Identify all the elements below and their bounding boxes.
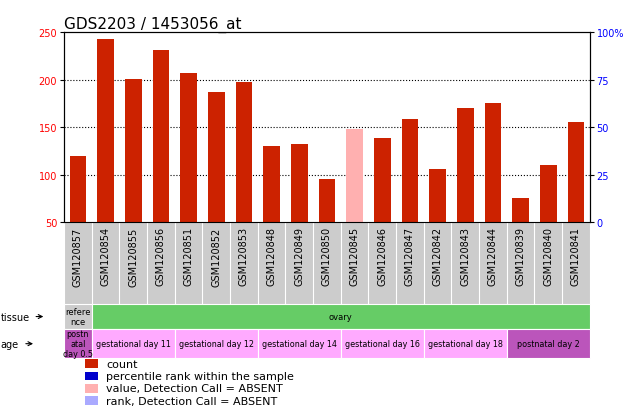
Bar [457,109,474,223]
Bar [64,304,92,330]
Bar [70,156,87,223]
Text: GSM120852: GSM120852 [212,227,221,286]
Text: GSM120843: GSM120843 [460,227,470,285]
Bar [92,330,175,358]
Bar [258,330,341,358]
Bar [85,372,98,380]
Text: percentile rank within the sample: percentile rank within the sample [106,371,294,381]
Bar [175,330,258,358]
Bar [346,130,363,223]
Bar [402,119,418,223]
Bar [319,180,335,223]
Text: GSM120855: GSM120855 [128,227,138,286]
Text: GSM120840: GSM120840 [543,227,553,285]
Bar [485,104,501,223]
Text: GSM120845: GSM120845 [349,227,360,286]
Text: postnatal day 2: postnatal day 2 [517,339,579,348]
Bar [236,82,252,223]
Text: gestational day 11: gestational day 11 [96,339,171,348]
Bar [125,79,142,223]
Bar [97,40,114,223]
Bar [85,396,98,405]
Text: GSM120846: GSM120846 [378,227,387,285]
Text: GSM120857: GSM120857 [73,227,83,286]
Bar [512,199,529,223]
Text: GSM120854: GSM120854 [101,227,111,286]
Text: ovary: ovary [329,312,353,321]
Text: GSM120856: GSM120856 [156,227,166,286]
Bar [429,170,446,223]
Bar [341,330,424,358]
Text: GSM120851: GSM120851 [183,227,194,286]
Text: gestational day 14: gestational day 14 [262,339,337,348]
Bar [540,166,556,223]
Text: rank, Detection Call = ABSENT: rank, Detection Call = ABSENT [106,396,278,406]
Bar [567,123,584,223]
Text: GSM120844: GSM120844 [488,227,498,285]
Text: GSM120847: GSM120847 [405,227,415,286]
Text: gestational day 16: gestational day 16 [345,339,420,348]
Bar [507,330,590,358]
Text: gestational day 12: gestational day 12 [179,339,254,348]
Bar [424,330,507,358]
Text: GSM120850: GSM120850 [322,227,332,286]
Text: value, Detection Call = ABSENT: value, Detection Call = ABSENT [106,384,283,394]
Bar [85,360,98,368]
Text: postn
atal
day 0.5: postn atal day 0.5 [63,330,93,358]
Bar [153,51,169,223]
Text: count: count [106,359,138,369]
Text: refere
nce: refere nce [65,307,90,326]
Text: GSM120853: GSM120853 [239,227,249,286]
Text: age: age [1,339,19,349]
Text: GDS2203 / 1453056_at: GDS2203 / 1453056_at [64,17,242,33]
Bar [263,147,280,223]
Bar [291,145,308,223]
Text: tissue: tissue [1,312,29,322]
Bar [208,93,224,223]
Bar [180,74,197,223]
Bar [85,384,98,393]
Text: GSM120848: GSM120848 [267,227,276,285]
Text: GSM120839: GSM120839 [515,227,526,285]
Text: gestational day 18: gestational day 18 [428,339,503,348]
Bar [374,138,390,223]
Text: GSM120842: GSM120842 [433,227,442,286]
Bar [92,304,590,330]
Bar [64,330,92,358]
Text: GSM120849: GSM120849 [294,227,304,285]
Text: GSM120841: GSM120841 [571,227,581,285]
